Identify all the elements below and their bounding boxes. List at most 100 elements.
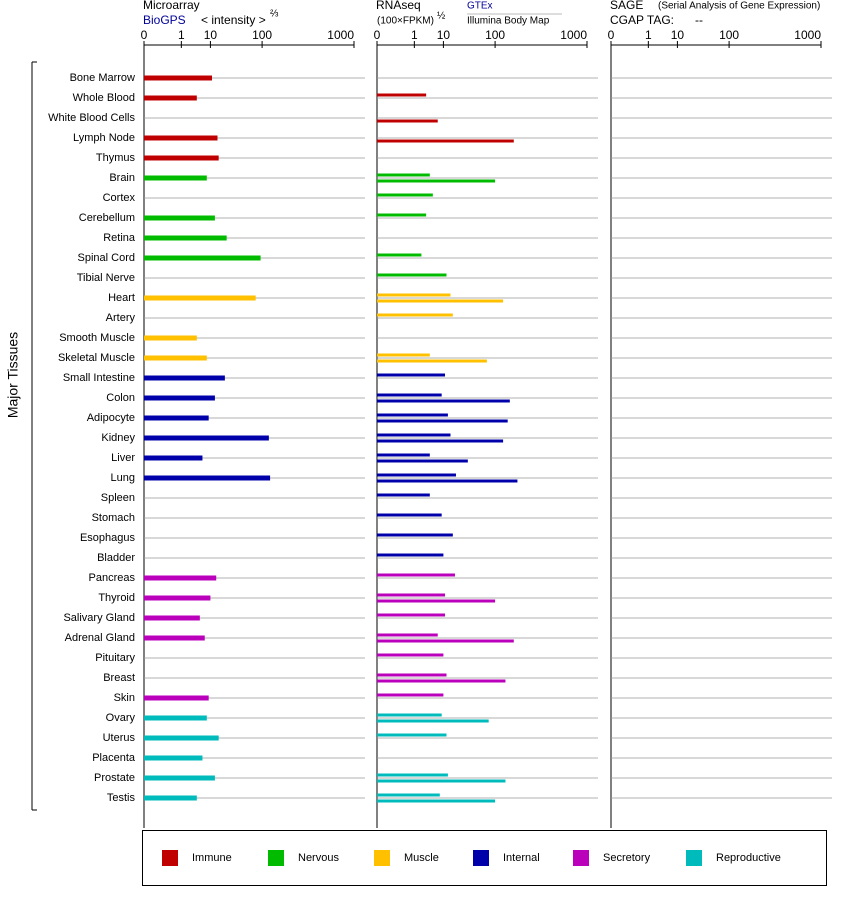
bar [144, 715, 207, 721]
bar [377, 573, 455, 577]
category-label: White Blood Cells [48, 112, 135, 124]
bar [144, 695, 209, 701]
category-label: Liver [111, 452, 135, 464]
bar [144, 595, 211, 601]
legend-swatch [473, 850, 489, 866]
bar [377, 493, 430, 497]
bar [377, 713, 442, 717]
bar [144, 295, 256, 301]
category-label: Thyroid [98, 592, 135, 604]
bar [377, 359, 487, 363]
bar [377, 799, 496, 803]
legend-box [142, 830, 827, 886]
bar [377, 179, 496, 183]
x-tick-label: 0 [608, 28, 615, 42]
tag-value: -- [695, 13, 703, 27]
bar [377, 193, 433, 197]
category-label: Lung [111, 472, 135, 484]
bar [377, 599, 496, 603]
bar [144, 135, 218, 141]
category-label: Adipocyte [87, 412, 135, 424]
x-tick-label: 0 [374, 28, 381, 42]
bar [377, 419, 508, 423]
bar [377, 553, 444, 557]
bar [377, 213, 427, 217]
bar [144, 455, 203, 461]
bar [144, 215, 215, 221]
category-label: Uterus [103, 732, 136, 744]
bar [144, 735, 219, 741]
category-label: Colon [106, 392, 135, 404]
category-label: Testis [107, 792, 136, 804]
bar [377, 633, 438, 637]
bar [377, 693, 444, 697]
category-label: Skeletal Muscle [58, 352, 135, 364]
bar [377, 673, 447, 677]
unit-exponent: ½ [437, 11, 446, 22]
legend-label: Secretory [603, 852, 651, 864]
category-label: Thymus [96, 152, 136, 164]
bar [377, 119, 438, 123]
category-label: Spleen [101, 492, 135, 504]
category-label: Whole Blood [73, 92, 135, 104]
bar [377, 533, 453, 537]
bar [144, 395, 215, 401]
bar [377, 793, 440, 797]
category-label: Placenta [92, 752, 136, 764]
unit-exponent: ⅔ [270, 9, 279, 20]
legend-swatch [268, 850, 284, 866]
legend-label: Nervous [298, 852, 339, 864]
bar [377, 353, 430, 357]
panel-subtitle: (Serial Analysis of Gene Expression) [658, 1, 820, 12]
x-tick-label: 1 [411, 28, 418, 42]
legend-label: Reproductive [716, 852, 781, 864]
category-label: Heart [108, 292, 135, 304]
legend-swatch [686, 850, 702, 866]
category-label: Cortex [103, 192, 136, 204]
bar [144, 375, 225, 381]
x-tick-label: 1 [178, 28, 185, 42]
bar [377, 613, 446, 617]
bar [377, 93, 427, 97]
bar [144, 175, 207, 181]
category-label: Stomach [92, 512, 135, 524]
category-label: Spinal Cord [78, 252, 135, 264]
panel-title: RNAseq [376, 0, 421, 12]
panel-title: SAGE [610, 0, 643, 12]
bar [377, 719, 489, 723]
bar [377, 453, 430, 457]
bar [377, 513, 442, 517]
bar [377, 439, 504, 443]
legend-swatch [162, 850, 178, 866]
x-tick-label: 1000 [327, 28, 354, 42]
x-tick-label: 0 [141, 28, 148, 42]
bar [144, 775, 215, 781]
bar [377, 293, 451, 297]
bar [144, 235, 227, 241]
bar [377, 679, 506, 683]
category-label: Lymph Node [73, 132, 135, 144]
bar [377, 253, 422, 257]
category-label: Salivary Gland [63, 612, 135, 624]
x-tick-label: 1000 [560, 28, 587, 42]
legend-label: Immune [192, 852, 232, 864]
bar [377, 479, 518, 483]
bar [144, 635, 205, 641]
bar [377, 173, 430, 177]
bar [144, 255, 261, 261]
bar [144, 755, 203, 761]
bar [144, 355, 207, 361]
category-label: Breast [103, 672, 135, 684]
bar [377, 593, 446, 597]
bar [144, 155, 219, 161]
category-label: Prostate [94, 772, 135, 784]
bar [144, 435, 269, 441]
panel-title: Microarray [143, 0, 200, 12]
category-label: Ovary [106, 712, 136, 724]
category-label: Small Intestine [63, 372, 135, 384]
tag-label: CGAP TAG: [610, 13, 674, 27]
bar [377, 139, 514, 143]
bar [377, 373, 446, 377]
legend-swatch [573, 850, 589, 866]
category-label: Bone Marrow [70, 72, 135, 84]
